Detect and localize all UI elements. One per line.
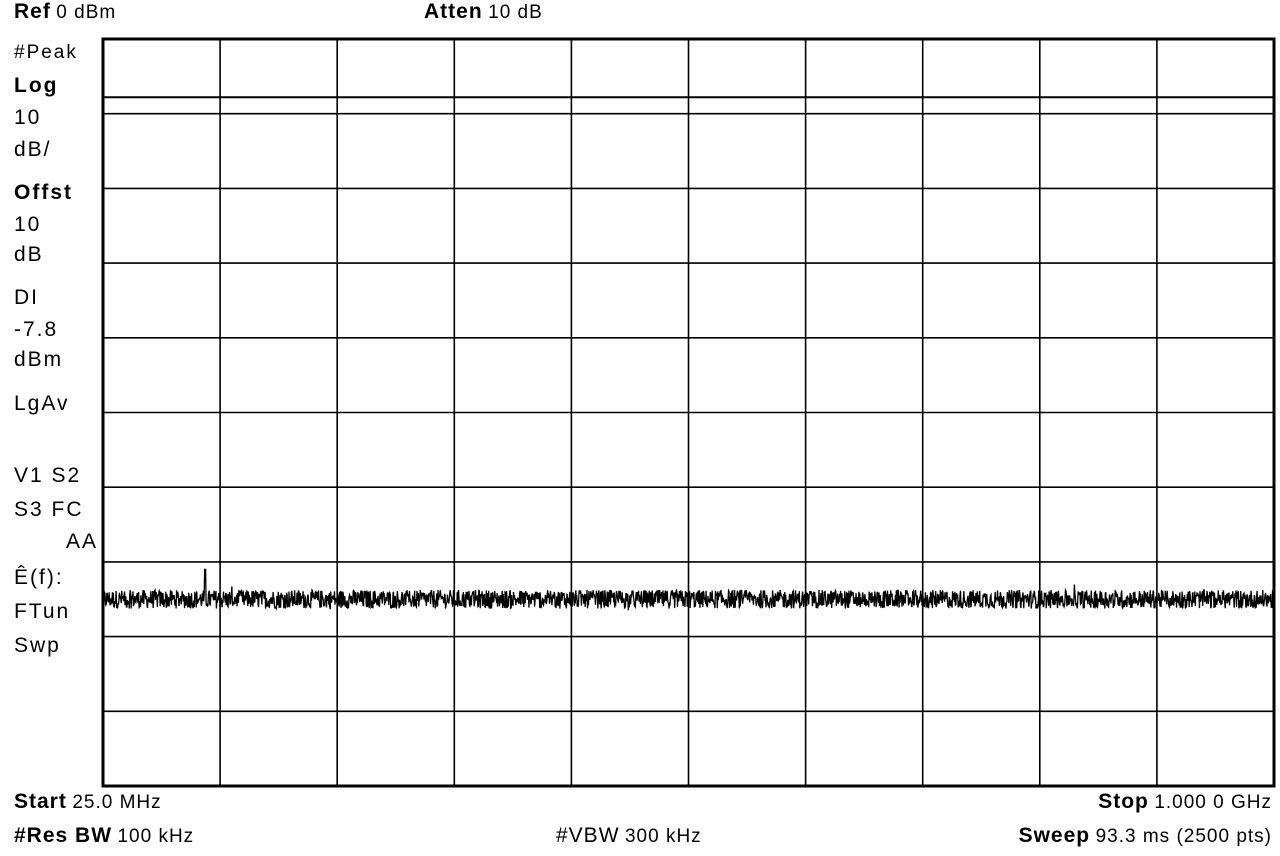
ref-level-readout: Ref 0 dBm <box>14 0 116 24</box>
offset-unit-annotation: dB <box>14 243 44 266</box>
vbw-label: #VBW <box>556 824 620 847</box>
sweep-annotation: Swp <box>14 634 61 657</box>
atten-readout: Atten 10 dB <box>424 0 543 24</box>
start-label: Start <box>14 790 67 813</box>
display-line-unit-annotation: dBm <box>14 348 64 371</box>
ref-label: Ref <box>14 0 51 23</box>
trace-state-annotation-2: S3 FC <box>14 498 84 521</box>
resbw-label: #Res BW <box>14 824 113 847</box>
tune-annotation: FTun <box>14 600 71 623</box>
detector-annotation: #Peak <box>14 42 78 63</box>
atten-label: Atten <box>424 0 483 23</box>
start-frequency-readout: Start 25.0 MHz <box>14 790 162 814</box>
sweep-time-readout: Sweep 93.3 ms (2500 pts) <box>1019 824 1272 848</box>
display-line-value-annotation: -7.8 <box>14 318 59 341</box>
start-value: 25.0 MHz <box>72 792 162 813</box>
resolution-bandwidth-readout: #Res BW 100 kHz <box>14 824 194 848</box>
display-line-label-annotation: DI <box>14 286 39 309</box>
graticule-frame <box>101 37 1276 788</box>
offset-value-annotation: 10 <box>14 213 42 236</box>
spectrum-trace <box>102 568 1275 611</box>
trace-state-annotation-3: AA <box>65 530 98 553</box>
trace-state-annotation-1: V1 S2 <box>14 464 82 487</box>
scale-unit-annotation: dB/ <box>14 138 52 161</box>
offset-label-annotation: Offst <box>14 181 73 204</box>
stop-label: Stop <box>1098 790 1149 813</box>
sweep-value: 93.3 ms (2500 pts) <box>1095 826 1272 847</box>
scale-type-annotation: Log <box>14 74 59 97</box>
stop-frequency-readout: Stop 1.000 0 GHz <box>1098 790 1272 814</box>
graticule <box>103 39 1274 786</box>
stop-value: 1.000 0 GHz <box>1154 792 1272 813</box>
sweep-label: Sweep <box>1018 824 1091 847</box>
average-type-annotation: LgAv <box>14 392 70 415</box>
ref-value: 0 dBm <box>56 2 117 23</box>
function-annotation: Ê(f): <box>14 566 64 589</box>
atten-value: 10 dB <box>488 2 543 23</box>
vbw-value: 300 kHz <box>624 826 702 847</box>
scale-value-annotation: 10 <box>14 106 42 129</box>
resbw-value: 100 kHz <box>117 826 195 847</box>
video-bandwidth-readout: #VBW 300 kHz <box>556 824 702 848</box>
